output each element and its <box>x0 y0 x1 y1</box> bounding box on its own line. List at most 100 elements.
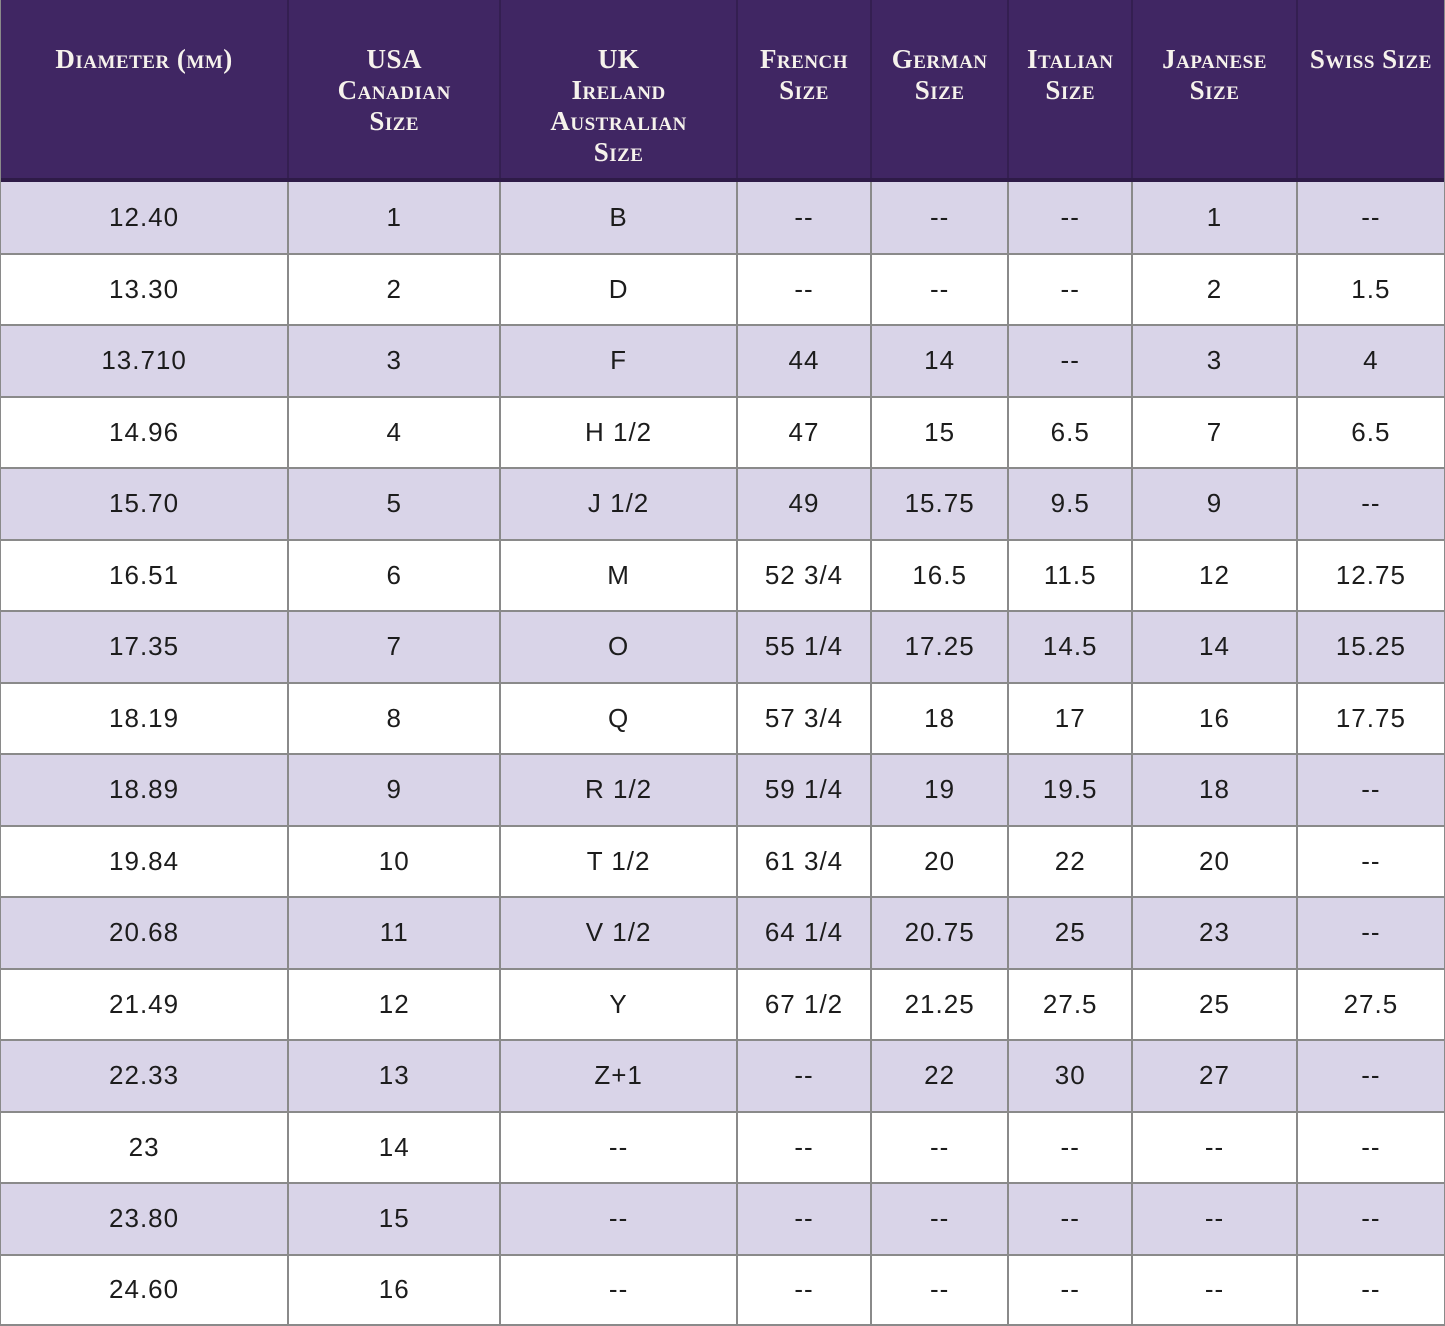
table-cell-swiss: -- <box>1295 1253 1444 1324</box>
table-cell-usa-canadian: 9 <box>287 753 502 827</box>
table-cell-usa-canadian: 2 <box>287 252 502 327</box>
table-cell-swiss: -- <box>1295 753 1444 827</box>
table-cell-usa-canadian: 15 <box>287 1182 502 1256</box>
table-cell-french: 57 3/4 <box>735 681 873 756</box>
column-header-line: Size <box>1045 75 1096 105</box>
table-cell-swiss: -- <box>1295 896 1444 970</box>
column-header-line: USA <box>366 44 422 74</box>
table-cell-uk-ireland-australian: Y <box>499 967 738 1042</box>
table-cell-usa-canadian: 8 <box>287 681 502 756</box>
table-cell-german: 15.75 <box>870 467 1010 541</box>
column-header-line: Canadian <box>337 75 451 105</box>
table-cell-uk-ireland-australian: B <box>499 179 738 255</box>
table-cell-japanese: 20 <box>1131 824 1298 899</box>
column-header-line: Swiss Size <box>1309 44 1432 74</box>
table-cell-swiss: -- <box>1295 467 1444 541</box>
column-header-line: Size <box>914 75 965 105</box>
table-cell-diameter: 13.710 <box>1 324 290 398</box>
table-cell-usa-canadian: 12 <box>287 967 502 1042</box>
table-row: 18.89 9 R 1/2 59 1/4 19 19.5 18 -- <box>1 753 1444 827</box>
table-cell-japanese: 27 <box>1131 1039 1298 1113</box>
table-cell-diameter: 16.51 <box>1 538 290 613</box>
table-cell-japanese: 2 <box>1131 252 1298 327</box>
column-header-line: Australian <box>550 106 687 136</box>
table-cell-german: 17.25 <box>870 610 1010 684</box>
table-row: 21.49 12 Y 67 1/2 21.25 27.5 25 27.5 <box>1 967 1444 1042</box>
table-cell-italian: -- <box>1007 252 1134 327</box>
column-header-japanese: Japanese Size <box>1131 0 1298 182</box>
column-header-line: Japanese Size <box>1162 44 1267 105</box>
table-cell-german: -- <box>870 179 1010 255</box>
table-body: 12.40 1 B -- -- -- 1 -- 13.30 2 D -- -- -- 2 1.5 13.710 3… <box>1 179 1444 1324</box>
table-cell-german: -- <box>870 1110 1010 1185</box>
table-cell-swiss: -- <box>1295 179 1444 255</box>
table-cell-italian: 17 <box>1007 681 1134 756</box>
table-cell-german: 22 <box>870 1039 1010 1113</box>
table-cell-french: -- <box>735 179 873 255</box>
column-header-line: Ireland <box>571 75 666 105</box>
table-cell-diameter: 23 <box>1 1110 290 1185</box>
table-cell-french: 44 <box>735 324 873 398</box>
table-cell-italian: 6.5 <box>1007 395 1134 470</box>
table-row: 14.96 4 H 1/2 47 15 6.5 7 6.5 <box>1 395 1444 470</box>
table-row: 13.30 2 D -- -- -- 2 1.5 <box>1 252 1444 327</box>
table-cell-uk-ireland-australian: -- <box>499 1253 738 1324</box>
column-header-swiss: Swiss Size <box>1295 0 1444 182</box>
table-cell-french: -- <box>735 252 873 327</box>
table-row: 16.51 6 M 52 3/4 16.5 11.5 12 12.75 <box>1 538 1444 613</box>
table-cell-uk-ireland-australian: O <box>499 610 738 684</box>
table-cell-swiss: 17.75 <box>1295 681 1444 756</box>
table-cell-german: -- <box>870 252 1010 327</box>
table-cell-german: 20 <box>870 824 1010 899</box>
table-cell-usa-canadian: 13 <box>287 1039 502 1113</box>
column-header-german: German Size <box>870 0 1010 182</box>
table-cell-uk-ireland-australian: R 1/2 <box>499 753 738 827</box>
table-cell-swiss: 12.75 <box>1295 538 1444 613</box>
table-cell-usa-canadian: 16 <box>287 1253 502 1324</box>
table-cell-italian: 19.5 <box>1007 753 1134 827</box>
table-cell-german: 21.25 <box>870 967 1010 1042</box>
table-row: 24.60 16 -- -- -- -- -- -- <box>1 1253 1444 1324</box>
column-header-diameter: Diameter (mm) <box>1 0 290 182</box>
table-row: 12.40 1 B -- -- -- 1 -- <box>1 179 1444 255</box>
table-cell-swiss: -- <box>1295 824 1444 899</box>
table-cell-swiss: -- <box>1295 1182 1444 1256</box>
table-cell-french: -- <box>735 1253 873 1324</box>
table-cell-french: 49 <box>735 467 873 541</box>
table-cell-japanese: 14 <box>1131 610 1298 684</box>
table-cell-italian: 25 <box>1007 896 1134 970</box>
table-cell-uk-ireland-australian: J 1/2 <box>499 467 738 541</box>
column-header-line: UK <box>597 44 640 74</box>
table-cell-italian: 30 <box>1007 1039 1134 1113</box>
table-cell-italian: -- <box>1007 1253 1134 1324</box>
table-cell-usa-canadian: 3 <box>287 324 502 398</box>
table-cell-french: 67 1/2 <box>735 967 873 1042</box>
table-cell-japanese: 25 <box>1131 967 1298 1042</box>
table-cell-french: 52 3/4 <box>735 538 873 613</box>
column-header-usa-canadian: USA Canadian Size <box>287 0 502 182</box>
column-header-line: Size <box>369 106 420 136</box>
table-cell-uk-ireland-australian: V 1/2 <box>499 896 738 970</box>
table-cell-usa-canadian: 4 <box>287 395 502 470</box>
column-header-french: French Size <box>735 0 873 182</box>
table-cell-japanese: -- <box>1131 1253 1298 1324</box>
table-cell-uk-ireland-australian: H 1/2 <box>499 395 738 470</box>
table-cell-swiss: -- <box>1295 1039 1444 1113</box>
table-cell-usa-canadian: 5 <box>287 467 502 541</box>
header-row: Diameter (mm) USA Canadian Size UK Ireland Aus… <box>1 0 1444 182</box>
table-cell-german: 14 <box>870 324 1010 398</box>
table-cell-german: 16.5 <box>870 538 1010 613</box>
table-cell-french: 61 3/4 <box>735 824 873 899</box>
table-cell-french: -- <box>735 1110 873 1185</box>
column-header-italian: Italian Size <box>1007 0 1134 182</box>
table-cell-japanese: 18 <box>1131 753 1298 827</box>
table-row: 13.710 3 F 44 14 -- 3 4 <box>1 324 1444 398</box>
table-cell-diameter: 17.35 <box>1 610 290 684</box>
table-cell-italian: -- <box>1007 1110 1134 1185</box>
table-cell-french: -- <box>735 1182 873 1256</box>
table-cell-diameter: 18.89 <box>1 753 290 827</box>
table-cell-japanese: -- <box>1131 1182 1298 1256</box>
table-cell-italian: 22 <box>1007 824 1134 899</box>
table-cell-swiss: 4 <box>1295 324 1444 398</box>
table-cell-italian: -- <box>1007 179 1134 255</box>
